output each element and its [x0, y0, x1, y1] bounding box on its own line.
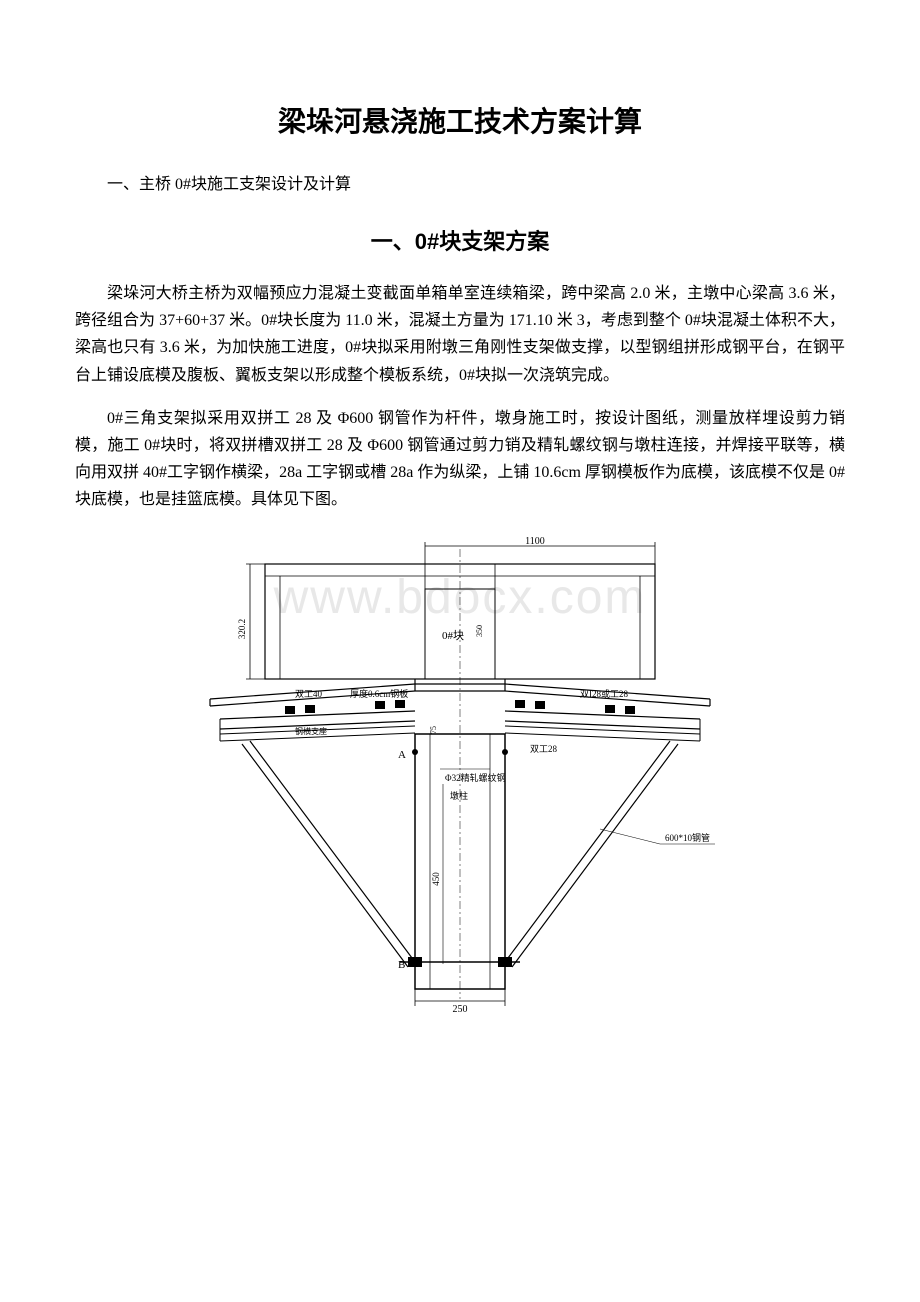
label-pipe-600: 600*10钢管: [665, 832, 710, 843]
dim-pier-height: 450: [431, 871, 441, 885]
label-phi32: Φ32精轧螺纹钢: [445, 772, 506, 783]
box-label: 0#块: [442, 629, 464, 642]
label-support: 钢横支座: [295, 726, 327, 736]
point-b: B: [398, 959, 405, 971]
diagram-container: 1100 0#块 350 320.2: [75, 534, 845, 1014]
paragraph-1: 梁垛河大桥主桥为双幅预应力混凝土变截面单箱单室连续箱梁，跨中梁高 2.0 米，主…: [75, 280, 845, 389]
engineering-diagram: 1100 0#块 350 320.2: [150, 534, 770, 1014]
dim-pier-width: 250: [453, 1004, 468, 1014]
point-a: A: [398, 749, 406, 761]
section-header: 一、主桥 0#块施工支架设计及计算: [75, 170, 845, 194]
dim-left-height: 320.2: [237, 618, 247, 638]
label-steel-40: 双工40: [295, 689, 323, 699]
dim-box-height: 350: [475, 625, 484, 637]
dim-top-width: 1100: [525, 536, 545, 547]
subtitle: 一、0#块支架方案: [75, 224, 845, 256]
paragraph-2: 0#三角支架拟采用双拼工 28 及 Φ600 钢管作为杆件，墩身施工时，按设计图…: [75, 405, 845, 514]
label-steel-28: 双I28或工28: [580, 688, 628, 699]
label-pier: 墩柱: [450, 790, 468, 801]
label-steel-panel: 厚度0.6cm钢板: [350, 688, 408, 699]
document-content: 梁垛河悬浇施工技术方案计算 一、主桥 0#块施工支架设计及计算 一、0#块支架方…: [75, 100, 845, 1014]
dim-mid-gap: 75: [429, 726, 438, 734]
label-brace-28: 双工28: [530, 744, 558, 754]
document-title: 梁垛河悬浇施工技术方案计算: [75, 100, 845, 140]
